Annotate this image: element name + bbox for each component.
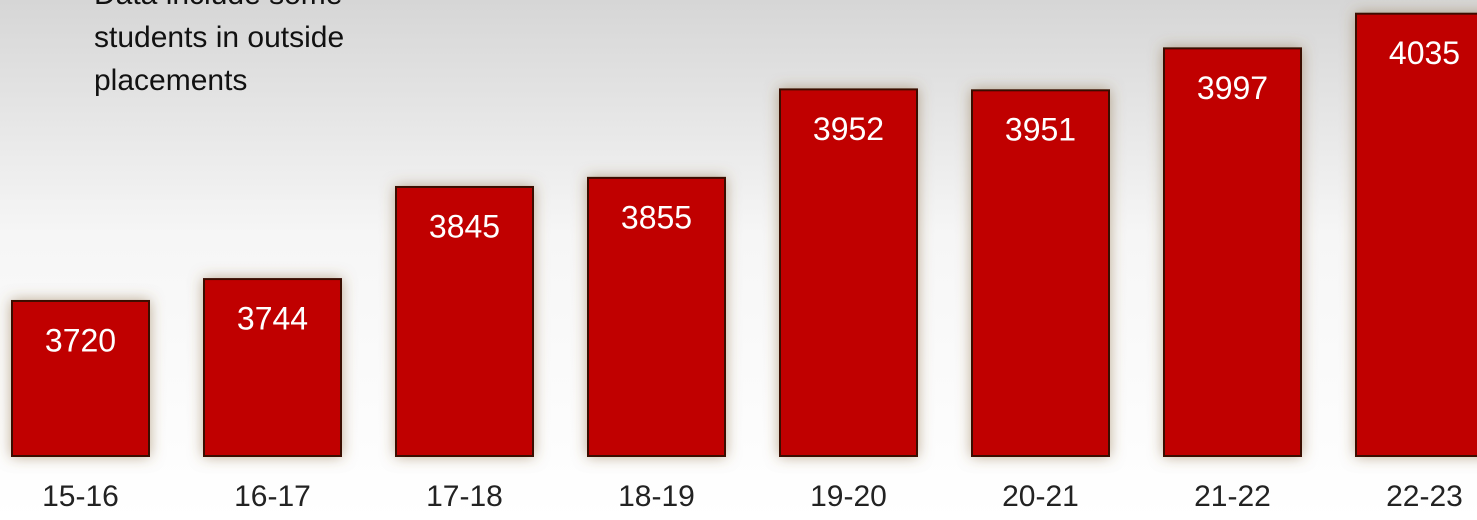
annotation-line: placements — [94, 64, 247, 97]
value-label: 3720 — [45, 322, 116, 358]
x-tick-label: 22-23 — [1386, 480, 1463, 513]
annotation: Data include some students in outside plac… — [94, 0, 344, 97]
value-label: 3744 — [237, 301, 308, 337]
annotation-line: students in outside — [94, 21, 344, 54]
value-label: 3951 — [1005, 112, 1076, 148]
bar — [1163, 47, 1302, 457]
x-tick-label: 16-17 — [234, 480, 311, 513]
value-label: 3855 — [621, 199, 692, 235]
bar — [779, 88, 918, 457]
value-label: 4035 — [1389, 35, 1460, 71]
bar — [587, 176, 726, 457]
x-tick-label: 18-19 — [618, 480, 695, 513]
x-tick-label: 15-16 — [42, 480, 119, 513]
value-label: 3952 — [813, 111, 884, 147]
bar — [1355, 12, 1477, 458]
x-tick-label: 19-20 — [810, 480, 887, 513]
x-tick-label: 21-22 — [1194, 480, 1271, 513]
annotation-line: Data include some — [94, 0, 342, 11]
x-tick-label: 17-18 — [426, 480, 503, 513]
value-label: 3845 — [429, 208, 500, 244]
bar — [395, 185, 534, 458]
value-label: 3997 — [1197, 70, 1268, 106]
bar — [203, 278, 342, 457]
bar — [971, 89, 1110, 458]
x-tick-label: 20-21 — [1002, 480, 1079, 513]
bars: 3720 15-16 3744 16-17 3845 17-18 3855 18-19 3952… — [11, 12, 1477, 513]
bar — [11, 299, 150, 457]
